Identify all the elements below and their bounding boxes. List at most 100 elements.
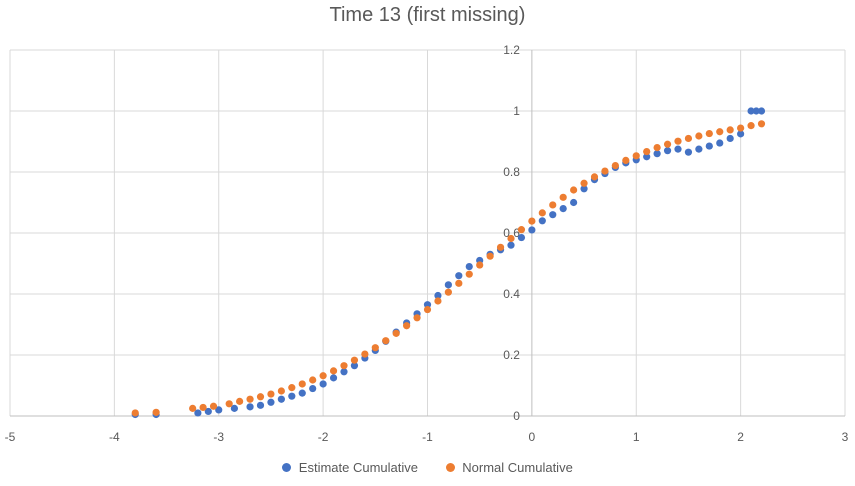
point-normal	[455, 279, 463, 287]
point-estimate	[559, 205, 567, 213]
y-tick-label: 0.4	[503, 287, 520, 301]
point-estimate	[230, 404, 239, 412]
point-normal	[726, 126, 734, 134]
point-estimate	[684, 148, 693, 156]
point-normal	[199, 403, 207, 412]
chart-title: Time 13 (first missing)	[329, 4, 526, 26]
y-tick-label: 0	[513, 409, 520, 423]
point-estimate	[246, 403, 254, 411]
x-tick-label: -1	[422, 430, 433, 444]
point-normal	[152, 408, 160, 416]
point-normal	[340, 362, 348, 370]
legend-label-estimate: Estimate Cumulative	[298, 460, 419, 475]
point-normal	[465, 270, 473, 278]
point-normal	[674, 137, 682, 145]
point-normal	[486, 252, 494, 260]
point-normal	[298, 380, 306, 388]
point-normal	[611, 161, 619, 170]
point-normal	[528, 217, 536, 225]
point-normal	[549, 201, 557, 209]
point-normal	[538, 209, 546, 217]
point-normal	[580, 179, 588, 187]
point-estimate	[716, 139, 724, 147]
point-estimate	[528, 226, 536, 234]
point-normal	[653, 144, 661, 152]
point-normal	[423, 305, 432, 314]
point-estimate	[288, 392, 296, 400]
point-normal	[444, 288, 452, 296]
point-estimate	[256, 401, 265, 409]
point-normal	[684, 134, 693, 143]
point-normal	[413, 314, 421, 322]
point-estimate	[653, 150, 661, 158]
point-estimate	[747, 107, 755, 115]
point-estimate	[663, 147, 672, 155]
point-estimate	[705, 142, 713, 150]
point-normal	[371, 344, 379, 352]
point-normal	[361, 350, 369, 358]
point-estimate	[329, 374, 338, 382]
point-normal	[225, 400, 233, 408]
legend-marker-estimate	[282, 463, 292, 473]
point-normal	[643, 147, 651, 156]
point-estimate	[570, 198, 578, 207]
point-normal	[517, 226, 526, 234]
x-tick-label: 3	[842, 430, 849, 444]
point-normal	[632, 152, 640, 160]
y-tick-label: 0.6	[503, 226, 520, 240]
point-normal	[496, 243, 505, 251]
point-normal	[705, 129, 713, 138]
y-tick-label: 0.8	[503, 165, 520, 179]
point-estimate	[298, 389, 306, 397]
point-normal	[246, 395, 254, 403]
point-normal	[476, 261, 484, 269]
point-normal	[392, 329, 400, 337]
x-tick-label: 0	[529, 430, 536, 444]
point-normal	[601, 167, 609, 175]
y-tick-label: 1	[513, 104, 520, 118]
point-estimate	[319, 380, 327, 388]
point-normal	[747, 122, 755, 130]
point-normal	[570, 186, 578, 194]
legend-label-normal: Normal Cumulative	[462, 460, 573, 475]
point-normal	[236, 397, 244, 405]
point-normal	[663, 140, 672, 148]
point-normal	[319, 372, 327, 380]
point-estimate	[549, 211, 557, 219]
point-estimate	[277, 395, 285, 403]
x-tick-label: -5	[5, 430, 16, 444]
point-normal	[695, 132, 703, 140]
point-estimate	[444, 281, 452, 289]
y-tick-label: 1.2	[503, 43, 520, 57]
point-normal	[256, 393, 265, 401]
point-estimate	[643, 153, 651, 161]
legend-item-normal: Normal Cumulative	[445, 460, 573, 475]
point-estimate	[267, 398, 275, 406]
point-normal	[189, 404, 197, 412]
point-estimate	[194, 409, 202, 417]
point-estimate	[752, 107, 760, 115]
x-tick-label: -3	[213, 430, 224, 444]
point-normal	[403, 322, 411, 330]
point-estimate	[517, 233, 526, 242]
point-normal	[757, 120, 766, 128]
point-estimate	[340, 368, 348, 376]
x-tick-label: -4	[109, 430, 120, 444]
point-estimate	[737, 130, 745, 138]
point-normal	[277, 387, 285, 395]
point-normal	[329, 367, 338, 375]
legend: Estimate Cumulative Normal Cumulative	[0, 460, 855, 475]
x-tick-label: -2	[318, 430, 329, 444]
point-estimate	[309, 384, 317, 393]
point-normal	[267, 390, 275, 398]
point-estimate	[204, 407, 212, 416]
legend-marker-normal	[445, 463, 455, 473]
point-estimate	[695, 145, 703, 153]
point-estimate	[538, 217, 546, 225]
point-normal	[559, 193, 567, 201]
point-estimate	[455, 272, 463, 280]
y-tick-label: 0.2	[503, 348, 520, 362]
point-normal	[737, 124, 745, 132]
